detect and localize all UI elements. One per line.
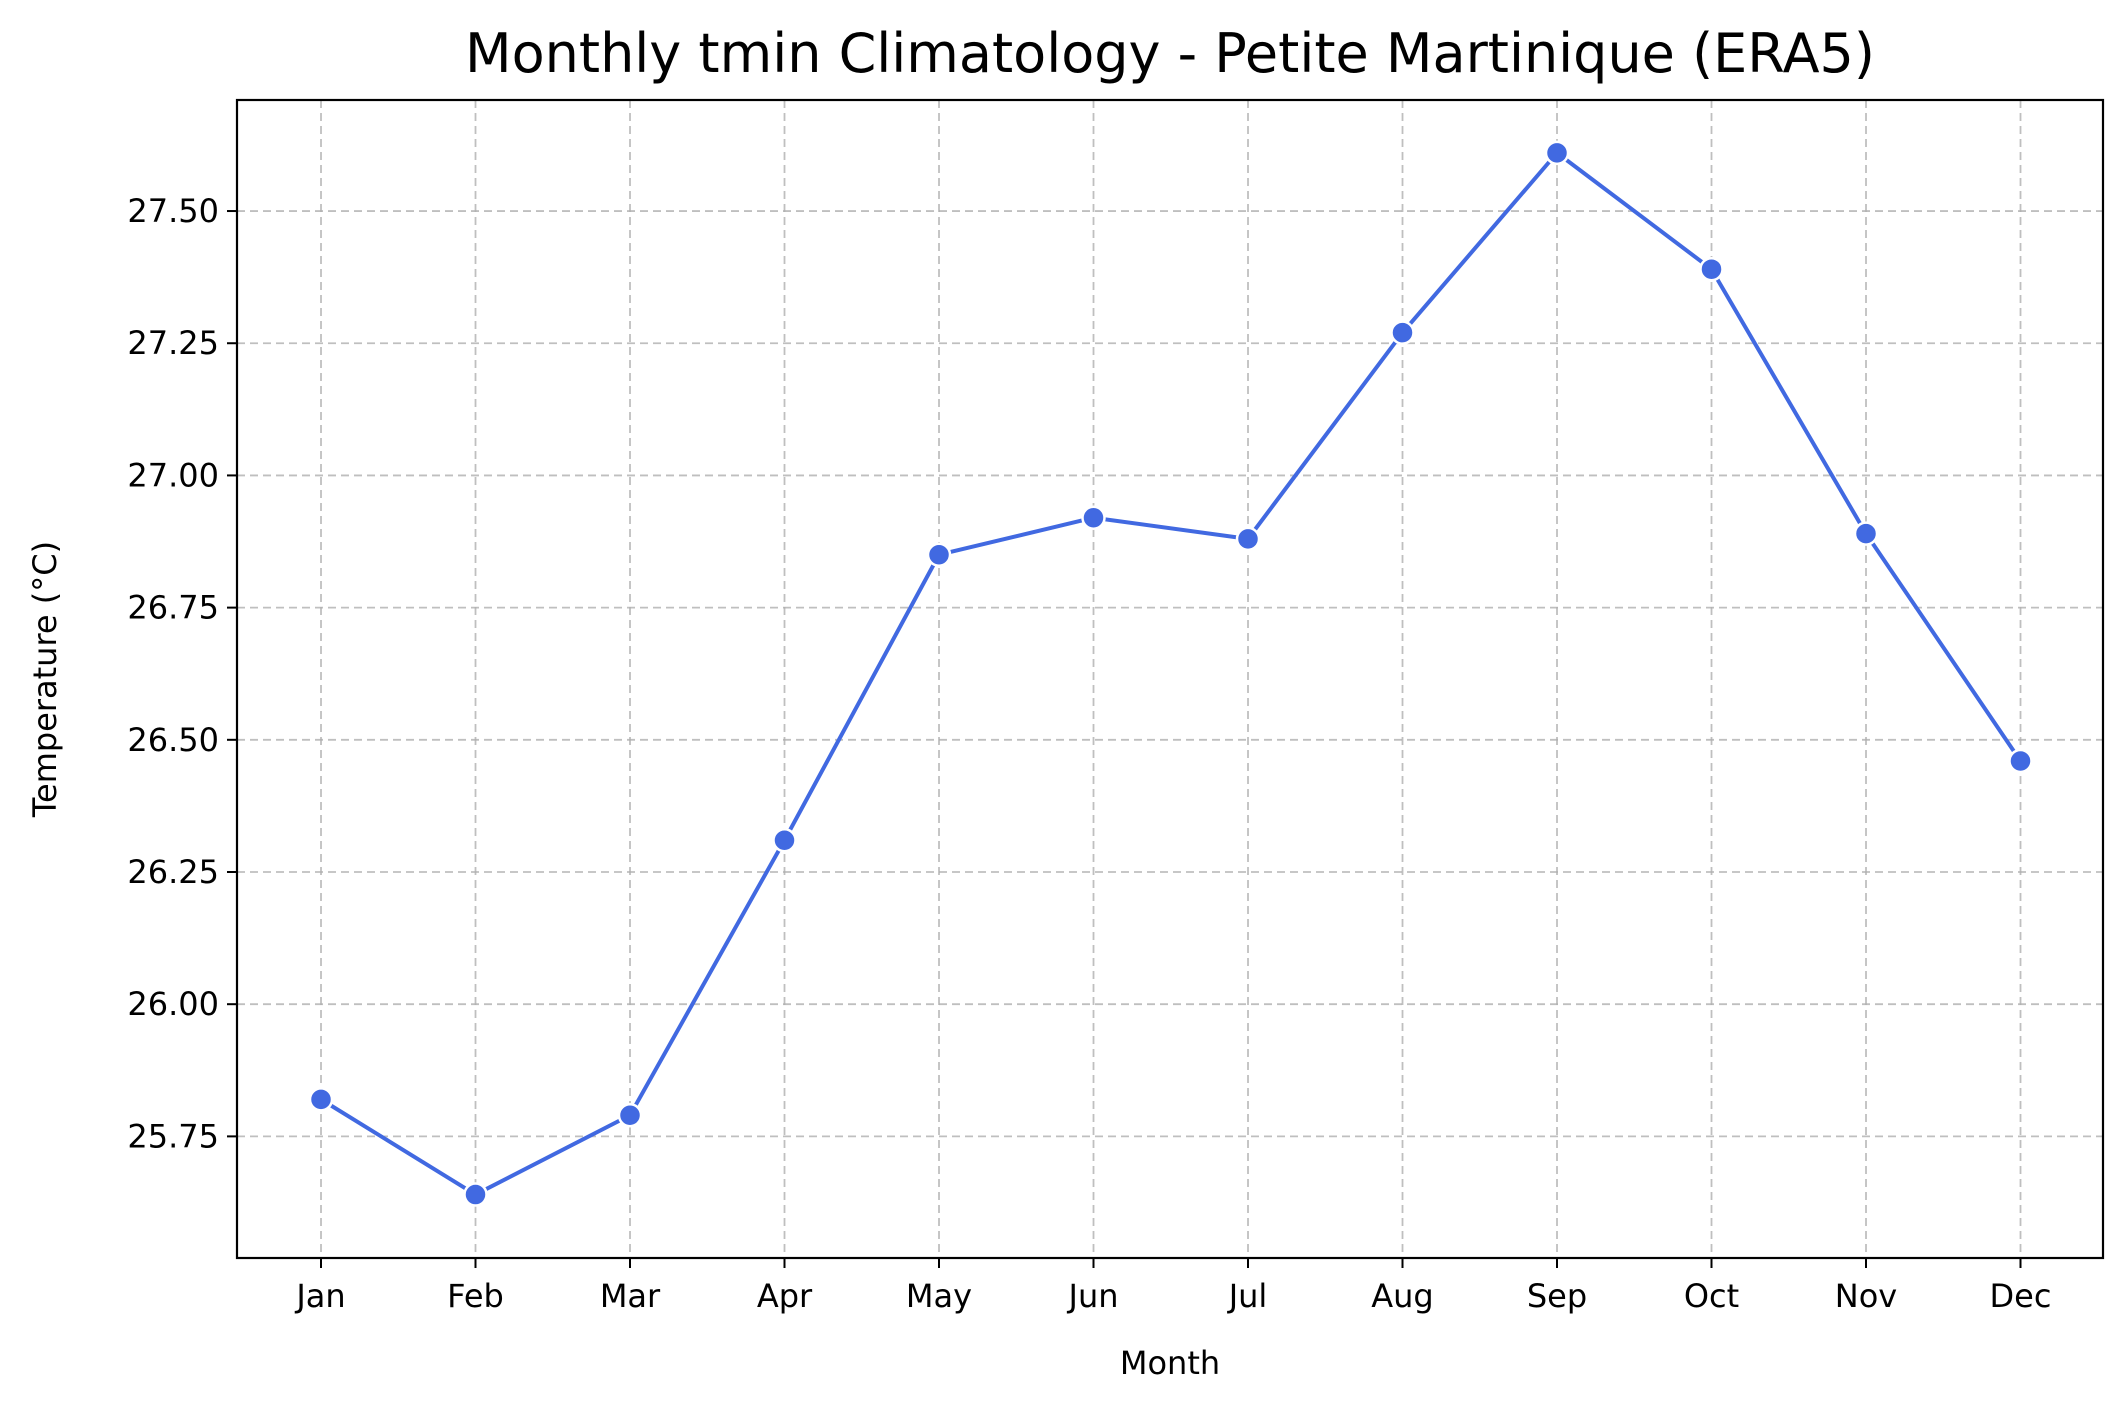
x-tick-label: Oct	[1684, 1277, 1739, 1315]
x-axis-label: Month	[1120, 1344, 1220, 1382]
x-tick-label: Jul	[1227, 1277, 1268, 1315]
y-tick-label: 27.50	[127, 192, 219, 230]
data-point-oct	[1699, 256, 1724, 282]
series-line	[319, 150, 2023, 1197]
data-point-apr	[772, 828, 797, 853]
x-tick-label: Feb	[447, 1277, 504, 1315]
data-point-mar	[617, 1102, 643, 1128]
series-layer	[308, 140, 2033, 1207]
data-point-jul	[1235, 526, 1261, 552]
x-tick-label: Dec	[1990, 1277, 2052, 1315]
y-tick-label: 27.25	[127, 324, 219, 362]
data-point-sep	[1544, 140, 1570, 166]
plot-frame	[235, 98, 2105, 1260]
data-point-aug	[1390, 320, 1415, 345]
data-point-dec	[2008, 748, 2033, 774]
x-tick-label: Jun	[1067, 1277, 1119, 1315]
chart-title: Monthly tmin Climatology - Petite Martin…	[465, 22, 1875, 85]
data-point-jun	[1081, 505, 1106, 530]
x-tick-label: Aug	[1371, 1277, 1433, 1315]
y-axis-label: Temperature (°C)	[26, 541, 64, 818]
tick-layer: 25.75 26.00 26.25 26.50 26.75 27.00 27.25 27.50…	[127, 192, 2051, 1315]
y-tick-label: 27.00	[127, 456, 219, 494]
x-tick-label: Mar	[600, 1277, 661, 1315]
y-tick-label: 26.25	[127, 853, 219, 891]
data-point-jan	[308, 1087, 334, 1112]
grid-layer	[237, 100, 2103, 1258]
y-tick-label: 26.50	[127, 721, 219, 759]
y-tick-label: 26.00	[127, 985, 219, 1023]
x-tick-label: Sep	[1527, 1277, 1587, 1315]
x-tick-label: Apr	[757, 1277, 813, 1315]
x-tick-label: Nov	[1835, 1277, 1897, 1315]
x-tick-label: Jan	[294, 1277, 345, 1315]
data-point-may	[926, 542, 952, 567]
y-tick-label: 25.75	[127, 1117, 219, 1155]
data-point-nov	[1853, 521, 1879, 546]
data-point-feb	[463, 1182, 488, 1207]
y-tick-label: 26.75	[127, 589, 219, 627]
x-tick-label: May	[906, 1277, 972, 1315]
